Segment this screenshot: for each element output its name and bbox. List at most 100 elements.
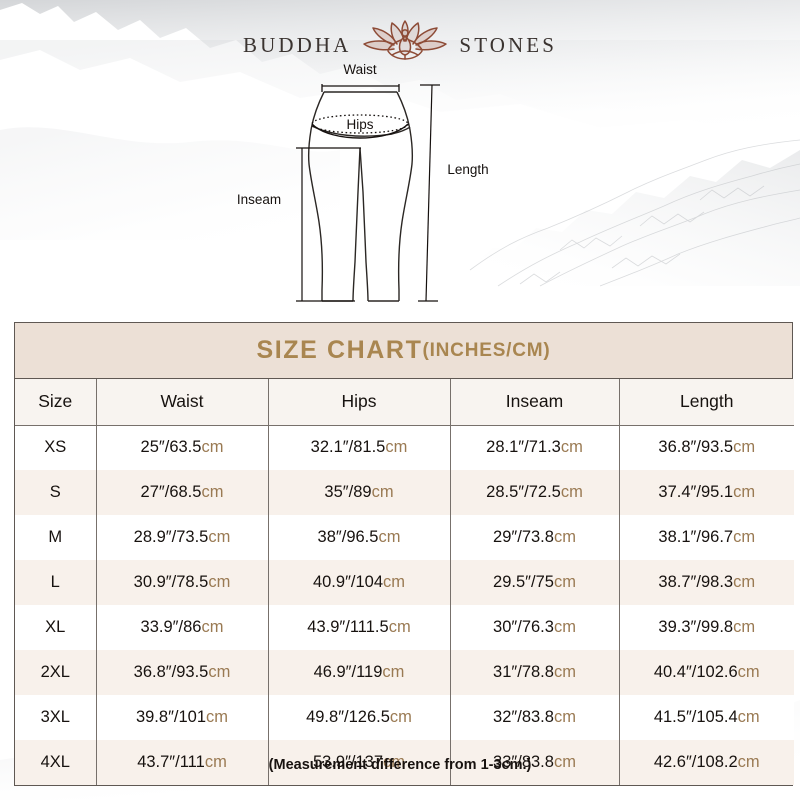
cell-inseam: 30″/76.3cm bbox=[449, 605, 620, 650]
value-length: 39.3″/99.8 bbox=[658, 618, 734, 636]
column-header-inseam: Inseam bbox=[449, 379, 620, 426]
value-hips: 35″/89 bbox=[324, 483, 372, 501]
cell-hips: 40.9″/104cm bbox=[267, 560, 451, 605]
brand-header: BUDDHA STONES bbox=[0, 20, 800, 70]
cell-length: 37.4″/95.1cm bbox=[618, 470, 794, 515]
inseam-measure-line bbox=[296, 147, 361, 302]
table-row: 3XL 39.8″/101cm 49.8″/126.5cm 32″/83.8cm 41.… bbox=[15, 695, 794, 740]
unit-cm-waist: cm bbox=[201, 618, 224, 636]
unit-cm-length: cm bbox=[733, 573, 756, 591]
unit-cm-inseam: cm bbox=[553, 618, 576, 636]
size-chart-title-units: (INCHES/CM) bbox=[422, 339, 551, 361]
unit-cm-inseam: cm bbox=[553, 528, 576, 546]
column-header-hips: Hips bbox=[267, 379, 451, 426]
value-waist: 39.8″/101 bbox=[135, 708, 207, 726]
table-row: 2XL 36.8″/93.5cm 46.9″/119cm 31″/78.8cm 40.4… bbox=[15, 650, 794, 695]
unit-cm-length: cm bbox=[733, 528, 756, 546]
value-inseam: 29″/73.8 bbox=[493, 528, 554, 546]
unit-cm-waist: cm bbox=[208, 663, 231, 681]
unit-cm-length: cm bbox=[737, 708, 760, 726]
size-chart-title-main: SIZE CHART bbox=[256, 336, 423, 364]
cell-inseam: 28.1″/71.3cm bbox=[449, 425, 620, 470]
table-row: XL 33.9″/86cm 43.9″/111.5cm 30″/76.3cm 39.3″… bbox=[15, 605, 794, 650]
cell-hips: 35″/89cm bbox=[267, 470, 451, 515]
value-hips: 32.1″/81.5 bbox=[310, 438, 386, 457]
cell-waist: 25″/63.5cm bbox=[95, 425, 269, 470]
table-body: XS 25″/63.5cm 32.1″/81.5cm 28.1″/71.3cm 36.8… bbox=[15, 425, 794, 785]
length-measure-line bbox=[418, 84, 440, 302]
unit-cm-length: cm bbox=[733, 483, 756, 501]
value-length: 41.5″/105.4 bbox=[653, 708, 738, 726]
cell-waist: 27″/68.5cm bbox=[95, 470, 269, 515]
unit-cm-hips: cm bbox=[382, 663, 405, 681]
cell-size: XS bbox=[15, 425, 97, 470]
inseam-label: Inseam bbox=[237, 192, 281, 207]
value-hips: 49.8″/126.5 bbox=[306, 708, 390, 726]
cell-waist: 36.8″/93.5cm bbox=[95, 650, 269, 695]
cell-inseam: 29.5″/75cm bbox=[449, 560, 620, 605]
value-length: 36.8″/93.5 bbox=[658, 438, 734, 457]
cell-size: 3XL bbox=[15, 695, 97, 740]
column-header-size: Size bbox=[15, 379, 97, 426]
unit-cm-inseam: cm bbox=[553, 573, 576, 591]
column-header-waist: Waist bbox=[95, 379, 269, 426]
value-hips: 46.9″/119 bbox=[313, 663, 383, 681]
table-row: S 27″/68.5cm 35″/89cm 28.5″/72.5cm 37.4″/95.… bbox=[15, 470, 794, 515]
cell-hips: 43.9″/111.5cm bbox=[267, 605, 451, 650]
brand-name-right: STONES bbox=[459, 32, 557, 57]
cell-size: L bbox=[15, 560, 97, 605]
value-length: 37.4″/95.1 bbox=[658, 483, 734, 501]
cell-waist: 28.9″/73.5cm bbox=[95, 515, 269, 560]
cell-length: 41.5″/105.4cm bbox=[618, 695, 794, 740]
unit-cm-inseam: cm bbox=[560, 438, 583, 457]
cell-length: 38.7″/98.3cm bbox=[618, 560, 794, 605]
value-waist: 30.9″/78.5 bbox=[133, 573, 209, 591]
waist-measure-bracket bbox=[321, 84, 400, 92]
table-row: L 30.9″/78.5cm 40.9″/104cm 29.5″/75cm 38.7″/… bbox=[15, 560, 794, 605]
hips-label: Hips bbox=[346, 117, 373, 132]
value-hips: 43.9″/111.5 bbox=[307, 618, 389, 636]
unit-cm-waist: cm bbox=[208, 528, 231, 546]
brand-name-left: BUDDHA bbox=[242, 32, 352, 57]
length-label: Length bbox=[447, 162, 488, 177]
value-waist: 27″/68.5 bbox=[140, 483, 202, 501]
unit-cm-hips: cm bbox=[385, 438, 408, 457]
unit-cm-hips: cm bbox=[383, 573, 406, 591]
unit-cm-inseam: cm bbox=[553, 708, 576, 726]
value-waist: 33.9″/86 bbox=[140, 618, 202, 636]
cell-waist: 33.9″/86cm bbox=[95, 605, 269, 650]
unit-cm-hips: cm bbox=[388, 618, 411, 636]
value-length: 38.1″/96.7 bbox=[658, 528, 734, 546]
cell-inseam: 32″/83.8cm bbox=[449, 695, 620, 740]
cell-waist: 39.8″/101cm bbox=[95, 695, 269, 740]
value-waist: 36.8″/93.5 bbox=[133, 663, 209, 681]
value-inseam: 28.1″/71.3 bbox=[486, 438, 561, 457]
cell-length: 36.8″/93.5cm bbox=[618, 425, 794, 470]
unit-cm-waist: cm bbox=[201, 483, 224, 501]
unit-cm-hips: cm bbox=[371, 483, 394, 501]
cell-inseam: 31″/78.8cm bbox=[449, 650, 620, 695]
unit-cm-hips: cm bbox=[378, 528, 401, 546]
unit-cm-waist: cm bbox=[206, 708, 229, 726]
cell-hips: 46.9″/119cm bbox=[267, 650, 451, 695]
unit-cm-waist: cm bbox=[201, 438, 224, 457]
value-inseam: 29.5″/75 bbox=[493, 573, 554, 591]
column-header-length: Length bbox=[618, 379, 794, 426]
value-length: 40.4″/102.6 bbox=[653, 663, 738, 681]
cell-inseam: 28.5″/72.5cm bbox=[449, 470, 620, 515]
unit-cm-inseam: cm bbox=[553, 663, 576, 681]
cell-length: 40.4″/102.6cm bbox=[618, 650, 794, 695]
cell-hips: 32.1″/81.5cm bbox=[267, 425, 451, 470]
table-row: M 28.9″/73.5cm 38″/96.5cm 29″/73.8cm 38.1″/9… bbox=[15, 515, 794, 560]
cell-size: XL bbox=[15, 605, 97, 650]
value-length: 38.7″/98.3 bbox=[658, 573, 734, 591]
leggings-measurement-diagram: Waist Hips Inseam Length bbox=[218, 52, 558, 318]
value-inseam: 31″/78.8 bbox=[493, 663, 554, 681]
cell-length: 39.3″/99.8cm bbox=[618, 605, 794, 650]
value-waist: 28.9″/73.5 bbox=[133, 528, 209, 546]
table-header-row: Size Waist Hips Inseam Length bbox=[15, 379, 794, 426]
value-inseam: 32″/83.8 bbox=[493, 708, 554, 726]
unit-cm-length: cm bbox=[733, 438, 756, 457]
cell-size: S bbox=[15, 470, 97, 515]
cell-waist: 30.9″/78.5cm bbox=[95, 560, 269, 605]
